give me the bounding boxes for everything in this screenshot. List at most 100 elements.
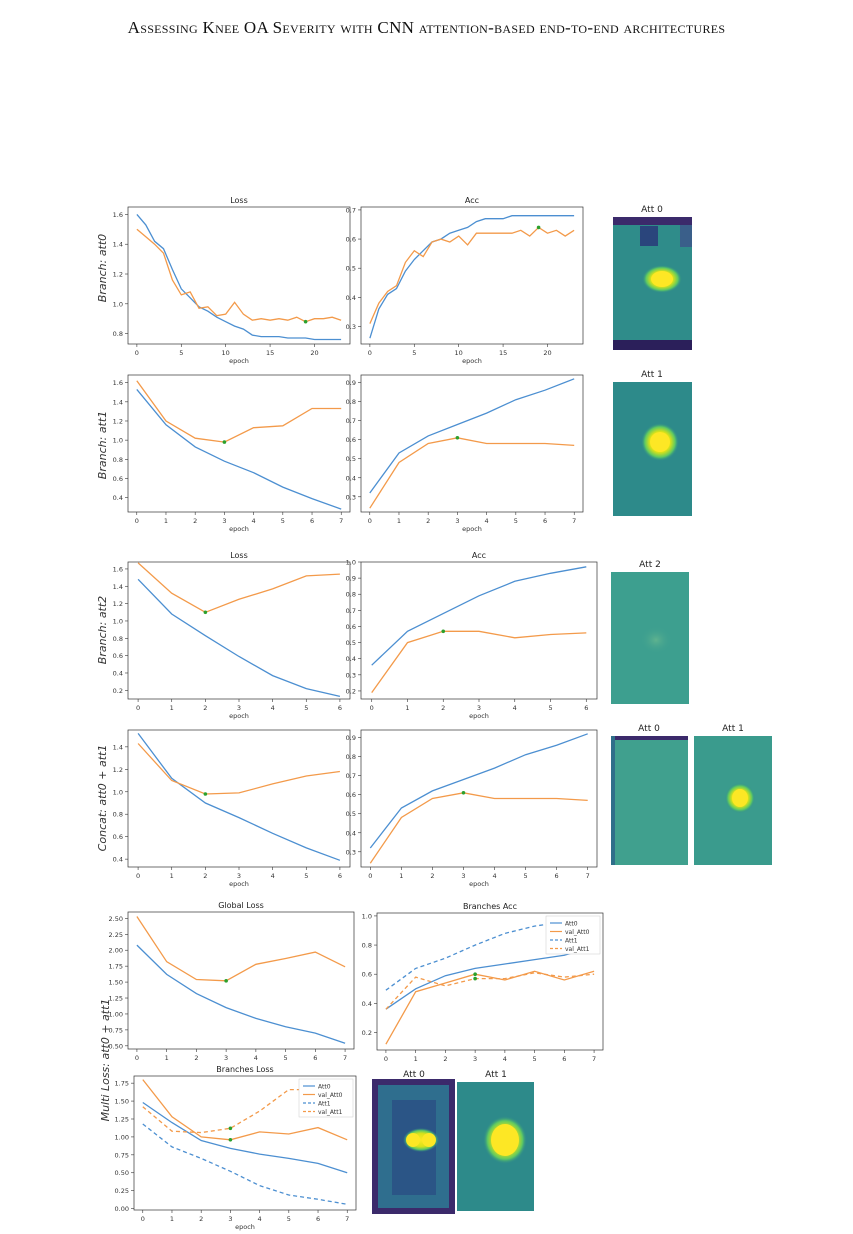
y-tick-label: 0.6 <box>346 436 356 444</box>
best-epoch-marker <box>228 1137 233 1142</box>
attention-title: Att 0 <box>403 1070 425 1080</box>
y-tick-label: 0.8 <box>346 398 356 406</box>
x-tick-label: 6 <box>310 517 314 525</box>
x-tick-label: 2 <box>441 704 445 712</box>
y-tick-label: 0.9 <box>346 575 356 583</box>
attention-title: Att 0 <box>638 724 660 734</box>
legend-entry: Att1 <box>565 937 578 944</box>
attention-title: Att 2 <box>639 560 661 570</box>
y-tick-label: 1.25 <box>115 1115 129 1123</box>
chart-panel: 0.3 0.4 0.5 0.6 0.7 0.8 0.9 0 1 2 3 4 5 6 7 epoch <box>346 729 598 888</box>
row-label: Concat: att0 + att1 <box>96 745 109 852</box>
x-tick-label: 0 <box>135 1054 139 1062</box>
plot-frame <box>360 374 584 513</box>
x-tick-label: 4 <box>258 1215 262 1223</box>
chart-title: Loss <box>230 551 248 560</box>
y-tick-label: 0.25 <box>115 1187 129 1195</box>
x-tick-label: 6 <box>338 704 342 712</box>
best-epoch-marker <box>536 225 541 230</box>
y-tick-label: 0.3 <box>346 493 356 501</box>
y-tick-label: 0.00 <box>115 1205 129 1213</box>
best-epoch-marker <box>455 435 460 440</box>
plot-frame <box>127 911 355 1050</box>
x-tick-label: 5 <box>412 349 416 357</box>
chart-panel: Acc 0.2 0.3 0.4 0.5 0.6 0.7 0.8 0.9 1.0 0 1 2 3 4 5 6 epo… <box>346 551 598 720</box>
series-train <box>136 213 342 341</box>
x-tick-label: 20 <box>310 349 318 357</box>
x-tick-label: 1 <box>414 1055 418 1063</box>
legend-entry: Att1 <box>318 1100 331 1107</box>
row-label: Branch: att0 <box>96 234 109 302</box>
y-tick-label: 0.3 <box>346 848 356 856</box>
x-tick-label: 6 <box>562 1055 566 1063</box>
series-val <box>369 226 575 324</box>
x-tick-label: 2 <box>203 872 207 880</box>
chart-panel: 0.4 0.6 0.8 1.0 1.2 1.4 0 1 2 3 4 5 6 epoch <box>113 729 351 888</box>
y-tick-label: 1.0 <box>113 437 123 445</box>
x-tick-label: 7 <box>339 517 343 525</box>
y-tick-label: 0.6 <box>362 971 372 979</box>
y-tick-label: 1.2 <box>113 417 123 425</box>
y-tick-label: 1.4 <box>113 398 123 406</box>
legend-entry: Att0 <box>565 920 578 927</box>
best-epoch-marker <box>203 610 208 615</box>
x-tick-label: 5 <box>548 704 552 712</box>
x-tick-label: 2 <box>430 872 434 880</box>
series-train <box>369 215 575 339</box>
x-tick-label: 2 <box>426 517 430 525</box>
running-title: Assessing Knee OA Severity with CNN atte… <box>127 18 726 37</box>
x-tick-label: 3 <box>473 1055 477 1063</box>
y-tick-label: 2.00 <box>109 947 123 955</box>
y-tick-label: 0.2 <box>113 687 123 695</box>
y-tick-label: 0.6 <box>346 791 356 799</box>
best-epoch-marker <box>473 976 477 981</box>
x-tick-label: 3 <box>477 704 481 712</box>
x-tick-label: 0 <box>136 872 140 880</box>
y-tick-label: 0.4 <box>113 856 123 864</box>
y-tick-label: 0.8 <box>346 591 356 599</box>
chart-title: Acc <box>472 551 486 560</box>
series-Att0 <box>142 1101 348 1174</box>
chart-panel: Acc 0.3 0.4 0.5 0.6 0.7 0 5 10 15 20 epoch <box>346 196 584 365</box>
series-train <box>136 388 342 510</box>
row-label: Branch: att1 <box>96 411 109 479</box>
y-tick-label: 1.2 <box>113 271 123 279</box>
x-tick-label: 3 <box>224 1054 228 1062</box>
best-epoch-marker <box>222 440 227 444</box>
y-tick-label: 0.4 <box>346 294 356 302</box>
y-tick-label: 1.50 <box>115 1098 129 1106</box>
y-tick-label: 0.6 <box>113 652 123 660</box>
x-tick-label: 5 <box>524 872 528 880</box>
chart-panel: Branches Acc 0.2 0.4 0.6 0.8 1.0 0 1 2 3 4 5 6 7 Att0 v… <box>362 902 604 1063</box>
y-tick-label: 0.7 <box>346 206 356 214</box>
y-tick-label: 0.8 <box>113 635 123 643</box>
chart-panel: Loss 0.2 0.4 0.6 0.8 1.0 1.2 1.4 1.6 0 1 2 3 4 5 6 epoch <box>113 551 351 720</box>
x-tick-label: 5 <box>514 517 518 525</box>
y-tick-label: 1.0 <box>113 788 123 796</box>
series-Att1 <box>142 1123 348 1205</box>
x-tick-label: 4 <box>252 517 256 525</box>
chart-title: Global Loss <box>218 901 264 910</box>
x-tick-label: 6 <box>555 872 559 880</box>
chart-panel: Global Loss 0.50 0.75 1.00 1.25 1.50 1.75 2.00 2… <box>109 901 355 1062</box>
attention-title: Att 1 <box>722 724 744 734</box>
attention-map-att0-concat: Att 0 <box>611 724 688 865</box>
best-epoch-marker <box>441 629 446 634</box>
y-tick-label: 1.2 <box>113 600 123 608</box>
best-epoch-marker <box>303 319 308 324</box>
attention-map-att1-row2: Att 1 <box>613 370 692 516</box>
y-tick-label: 0.2 <box>346 687 356 695</box>
x-tick-label: 15 <box>499 349 507 357</box>
y-tick-label: 0.9 <box>346 379 356 387</box>
x-tick-label: 6 <box>338 872 342 880</box>
y-tick-label: 1.50 <box>109 979 123 987</box>
series-train <box>136 944 346 1044</box>
plot-frame <box>127 561 351 700</box>
x-tick-label: 6 <box>543 517 547 525</box>
x-tick-label: 1 <box>164 517 168 525</box>
x-tick-label: 7 <box>343 1054 347 1062</box>
y-tick-label: 0.5 <box>346 455 356 463</box>
y-tick-label: 0.6 <box>113 475 123 483</box>
chart-title: Acc <box>465 196 479 205</box>
y-tick-label: 1.75 <box>115 1080 129 1088</box>
